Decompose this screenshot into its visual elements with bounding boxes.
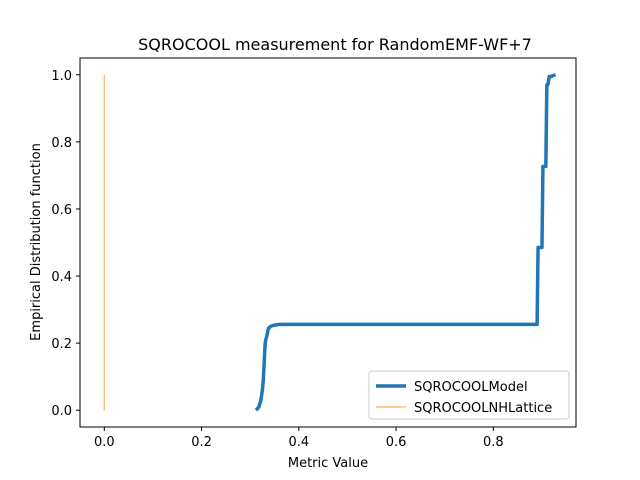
y-tick-label: 0.4: [51, 270, 72, 285]
y-tick-label: 0.8: [51, 136, 72, 151]
x-tick-label: 0.0: [94, 435, 115, 450]
y-tick-label: 0.6: [51, 203, 72, 218]
series-layer: [103, 73, 557, 412]
legend-box: [368, 370, 570, 420]
series-line-sqrocoolmodel: [254, 73, 557, 412]
x-axis-ticks: 0.0 0.2 0.4 0.6 0.8: [94, 427, 504, 450]
axes-frame: [79, 57, 577, 428]
x-tick-label: 0.6: [386, 435, 407, 450]
plot-area: 0.0 0.2 0.4 0.6 0.8 0.0 0.2 0.4 0.6 0.8 1.0: [51, 57, 577, 450]
y-tick-label: 0.0: [51, 404, 72, 419]
legend-label-sqrocoolnhlattice: SQROCOOLNHLattice: [414, 401, 552, 416]
legend-label-sqrocoolmodel: SQROCOOLModel: [414, 380, 528, 395]
y-tick-label: 0.2: [51, 337, 72, 352]
legend: SQROCOOLModel SQROCOOLNHLattice: [368, 370, 570, 420]
x-tick-label: 0.8: [483, 435, 504, 450]
chart-title: SQROCOOL measurement for RandomEMF-WF+7: [138, 35, 532, 54]
x-axis-title: Metric Value: [288, 456, 368, 471]
y-axis-title: Empirical Distribution function: [29, 143, 44, 341]
x-tick-label: 0.4: [288, 435, 309, 450]
y-axis-ticks: 0.0 0.2 0.4 0.6 0.8 1.0: [51, 69, 80, 419]
x-tick-label: 0.2: [191, 435, 212, 450]
y-tick-label: 1.0: [51, 69, 72, 84]
